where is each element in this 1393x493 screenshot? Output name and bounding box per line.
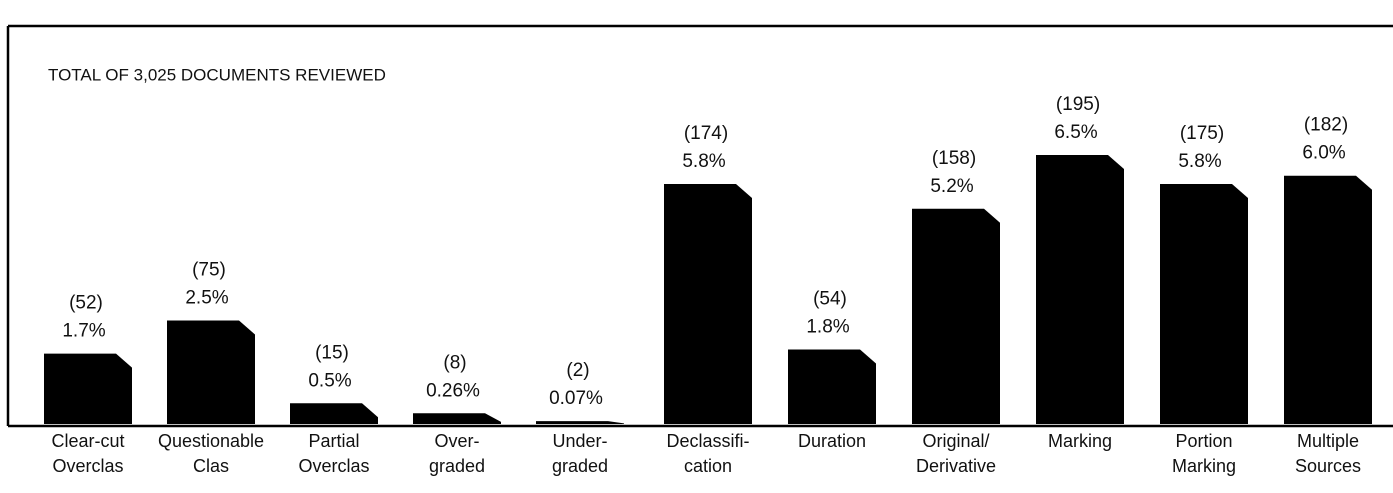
value-label: 5.2% (930, 176, 973, 197)
count-label: (175) (1180, 123, 1224, 144)
x-tick-label: Portion (1175, 431, 1232, 451)
x-tick-label: graded (552, 456, 608, 476)
value-label: 2.5% (185, 288, 228, 309)
x-tick-label: Under- (552, 431, 607, 451)
x-tick-label: Overclas (52, 456, 123, 476)
bar (1284, 175, 1372, 424)
count-label: (15) (315, 342, 349, 363)
x-tick-label: Derivative (916, 456, 996, 476)
bar (167, 320, 255, 424)
x-tick-label: Partial (308, 431, 359, 451)
count-label: (75) (192, 260, 226, 281)
bar (290, 403, 378, 424)
count-label: (2) (566, 360, 589, 381)
bar (1160, 183, 1248, 424)
bar (536, 421, 624, 424)
chart-title: TOTAL OF 3,025 DOCUMENTS REVIEWED (48, 65, 386, 84)
bar (664, 183, 752, 424)
x-tick-label: Clear-cut (51, 431, 124, 451)
x-tick-label: graded (429, 456, 485, 476)
value-label: 1.8% (806, 317, 849, 338)
count-label: (54) (813, 289, 847, 310)
x-tick-label: Multiple (1297, 431, 1359, 451)
count-label: (182) (1304, 115, 1348, 136)
count-label: (195) (1056, 94, 1100, 115)
x-tick-label: Duration (798, 431, 866, 451)
count-label: (52) (69, 293, 103, 314)
x-tick-label: Clas (193, 456, 229, 476)
bar (788, 349, 876, 424)
x-tick-label: cation (684, 456, 732, 476)
x-tick-label: Sources (1295, 456, 1361, 476)
count-label: (158) (932, 148, 976, 169)
bar (1036, 155, 1124, 424)
x-tick-label: Declassifi- (666, 431, 749, 451)
value-label: 5.8% (1178, 151, 1221, 172)
value-label: 0.5% (308, 370, 351, 391)
x-tick-label: Original/ (922, 431, 989, 451)
count-label: (8) (443, 352, 466, 373)
x-tick-label: Marking (1048, 431, 1112, 451)
count-label: (174) (684, 123, 728, 144)
x-tick-label: Marking (1172, 456, 1236, 476)
value-label: 1.7% (62, 321, 105, 342)
value-label: 0.26% (426, 380, 480, 401)
value-label: 5.8% (682, 151, 725, 172)
value-label: 0.07% (549, 388, 603, 409)
bar (44, 353, 132, 424)
bar (413, 413, 501, 424)
value-label: 6.0% (1302, 143, 1345, 164)
x-tick-label: Over- (435, 431, 480, 451)
value-label: 6.5% (1054, 122, 1097, 143)
x-tick-label: Overclas (298, 456, 369, 476)
bar (912, 208, 1000, 424)
x-tick-label: Questionable (158, 431, 264, 451)
